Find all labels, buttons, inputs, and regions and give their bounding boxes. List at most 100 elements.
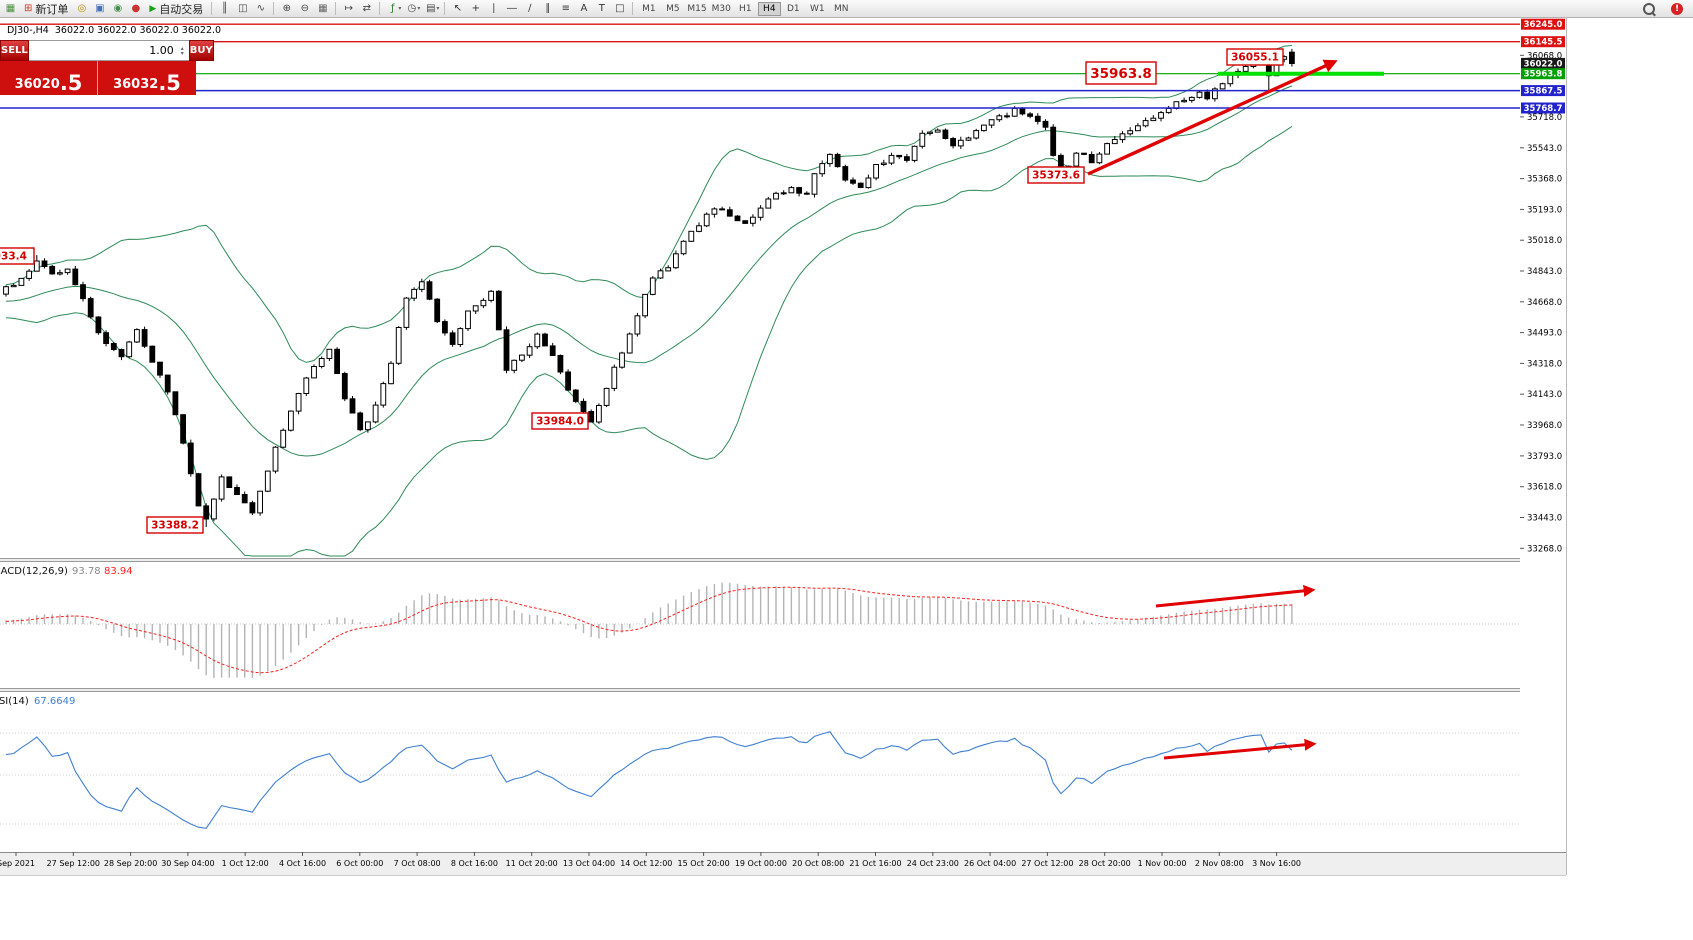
dropdown-caret-icon[interactable]: ▾ bbox=[417, 5, 421, 12]
price-annotation[interactable]: 34933.4 bbox=[0, 247, 35, 265]
indicators-icon[interactable]: ƒ bbox=[391, 3, 395, 14]
timeframe-w1-button[interactable]: W1 bbox=[809, 3, 825, 14]
zoom-out-icon[interactable]: ⊖ bbox=[300, 3, 309, 14]
price-annotation[interactable]: 36055.1 bbox=[1226, 48, 1284, 66]
price-tick-label: 35368.0 bbox=[1527, 175, 1562, 185]
bollinger-middle-band bbox=[5, 85, 1293, 457]
volume-box: ▴▾ bbox=[28, 40, 189, 61]
price-tag-label: 35768.7 bbox=[1524, 104, 1563, 114]
price-annotation-text: 35373.6 bbox=[1032, 170, 1080, 182]
price-tick-label: 35018.0 bbox=[1527, 236, 1562, 246]
candlestick-icon[interactable]: ◫ bbox=[238, 3, 248, 14]
time-axis-label: 28 Oct 20:00 bbox=[1079, 859, 1131, 868]
price-tick-label: 34143.0 bbox=[1527, 390, 1562, 400]
price-annotation[interactable]: 35963.8 bbox=[1085, 61, 1157, 85]
timeframe-m15-button[interactable]: M15 bbox=[687, 3, 707, 14]
price-scale[interactable]: 36068.0 35718.0 35543.0 35368.0 35193.0 35018… bbox=[1520, 18, 1693, 875]
time-axis-label: 15 Oct 20:00 bbox=[678, 859, 730, 868]
vertical-line-icon[interactable]: ∣ bbox=[491, 3, 497, 14]
community-icon[interactable]: ◉ bbox=[113, 3, 123, 14]
chat-icon[interactable]: ▣ bbox=[95, 3, 105, 14]
main-chart-panel[interactable] bbox=[0, 23, 1520, 557]
price-annotation[interactable]: 33984.0 bbox=[531, 412, 589, 430]
record-icon[interactable]: ● bbox=[131, 3, 141, 14]
time-axis-label: 11 Oct 20:00 bbox=[506, 859, 558, 868]
one-click-top-row: SELL ▴▾ BUY bbox=[0, 40, 214, 61]
new-order-button[interactable]: ⊞ 新订单 bbox=[20, 1, 72, 16]
new-order-icon: ⊞ bbox=[24, 3, 33, 14]
auto-trading-button[interactable]: ▶ 自动交易 bbox=[145, 1, 207, 16]
panel-divider[interactable] bbox=[0, 558, 1566, 562]
time-axis-label: 4 Oct 16:00 bbox=[279, 859, 326, 868]
timeframe-h4-button[interactable]: H4 bbox=[757, 1, 781, 16]
timeframe-h1-button[interactable]: H1 bbox=[739, 3, 752, 14]
dropdown-caret-icon[interactable]: ▾ bbox=[436, 5, 440, 12]
trendline-icon[interactable]: ∕ bbox=[528, 3, 532, 14]
price-annotation[interactable]: 35373.6 bbox=[1027, 166, 1085, 184]
time-axis[interactable]: Sep 2021 27 Sep 12:00 28 Sep 20:00 30 Sep 0… bbox=[0, 852, 1566, 876]
timeframe-d1-button[interactable]: D1 bbox=[786, 3, 800, 14]
label-icon[interactable]: T bbox=[598, 3, 605, 14]
macd-signal-line bbox=[5, 586, 1292, 674]
price-annotation-text: 35963.8 bbox=[1090, 66, 1152, 82]
timeframe-m30-button[interactable]: M30 bbox=[711, 3, 731, 14]
price-tag-label: 36145.5 bbox=[1524, 38, 1563, 48]
price-tick-label: 35718.0 bbox=[1527, 113, 1562, 123]
bar-chart-icon[interactable]: ║ bbox=[221, 3, 228, 14]
trend-arrow[interactable] bbox=[1163, 738, 1317, 760]
price-tag-blue bbox=[1521, 102, 1565, 114]
dropdown-caret-icon[interactable]: ▾ bbox=[398, 5, 402, 12]
shapes-icon[interactable]: □ bbox=[615, 3, 625, 14]
panel-divider[interactable] bbox=[0, 688, 1566, 692]
trend-arrow[interactable] bbox=[1087, 59, 1338, 176]
rsi-line bbox=[5, 731, 1293, 829]
trend-arrow[interactable] bbox=[1155, 584, 1316, 608]
zoom-in-icon[interactable]: ⊕ bbox=[282, 3, 291, 14]
price-annotation[interactable]: 33388.2 bbox=[146, 516, 204, 534]
volume-input[interactable] bbox=[28, 44, 176, 57]
timeframe-m1-button[interactable]: M1 bbox=[642, 3, 656, 14]
spinner-up-icon[interactable]: ▴ bbox=[180, 44, 184, 52]
compass-icon[interactable]: ◎ bbox=[77, 3, 87, 14]
notification-icon[interactable]: ! bbox=[1671, 2, 1683, 15]
sell-price[interactable]: 36020.5 bbox=[0, 61, 98, 95]
line-chart-icon[interactable]: ∿ bbox=[256, 3, 265, 14]
buy-price-main: 36032 bbox=[113, 76, 159, 92]
time-axis-label: 6 Oct 00:00 bbox=[336, 859, 383, 868]
price-tag-label: 36245.0 bbox=[1524, 20, 1563, 30]
search-icon[interactable] bbox=[1643, 2, 1655, 15]
sell-button[interactable]: SELL bbox=[0, 40, 29, 61]
toolbar-separator bbox=[335, 2, 337, 15]
toolbar-separator bbox=[211, 2, 213, 15]
time-axis-label: 20 Oct 08:00 bbox=[792, 859, 844, 868]
channel-icon[interactable]: ∥ bbox=[545, 3, 551, 14]
spinner-down-icon[interactable]: ▾ bbox=[180, 49, 184, 57]
buy-button[interactable]: BUY bbox=[188, 40, 214, 61]
price-annotation-text: 34933.4 bbox=[0, 251, 27, 263]
auto-scroll-icon[interactable]: ↦ bbox=[344, 3, 353, 14]
text-icon[interactable]: A bbox=[580, 3, 588, 14]
horizontal-line-icon[interactable]: ― bbox=[506, 3, 517, 14]
cursor-icon[interactable]: ↖ bbox=[453, 3, 463, 14]
new-chart-icon[interactable]: ▦ bbox=[5, 3, 16, 14]
time-axis-label: 27 Sep 12:00 bbox=[47, 859, 100, 868]
buy-price[interactable]: 36032.5 bbox=[98, 61, 196, 95]
fibonacci-icon[interactable]: ≡ bbox=[561, 3, 571, 14]
new-order-label: 新订单 bbox=[35, 2, 69, 16]
time-axis-label: 19 Oct 00:00 bbox=[735, 859, 787, 868]
timeframe-m5-button[interactable]: M5 bbox=[666, 3, 680, 14]
rsi-panel[interactable]: RSI(14)67.66491008050150 bbox=[0, 696, 1543, 851]
chart-shift-icon[interactable]: ⇄ bbox=[362, 3, 371, 14]
crosshair-icon[interactable]: + bbox=[471, 3, 481, 14]
rsi-label: RSI(14) bbox=[0, 696, 29, 707]
volume-spinner[interactable]: ▴ ▾ bbox=[176, 44, 189, 57]
price-tag-blue bbox=[1521, 85, 1565, 97]
templates-icon[interactable]: ▤ bbox=[426, 3, 436, 14]
timeframe-mn-button[interactable]: MN bbox=[834, 3, 849, 14]
grid-icon[interactable]: ▦ bbox=[318, 3, 328, 14]
time-axis-label: 7 Oct 08:00 bbox=[394, 859, 441, 868]
periods-icon[interactable]: ◷ bbox=[407, 3, 417, 14]
